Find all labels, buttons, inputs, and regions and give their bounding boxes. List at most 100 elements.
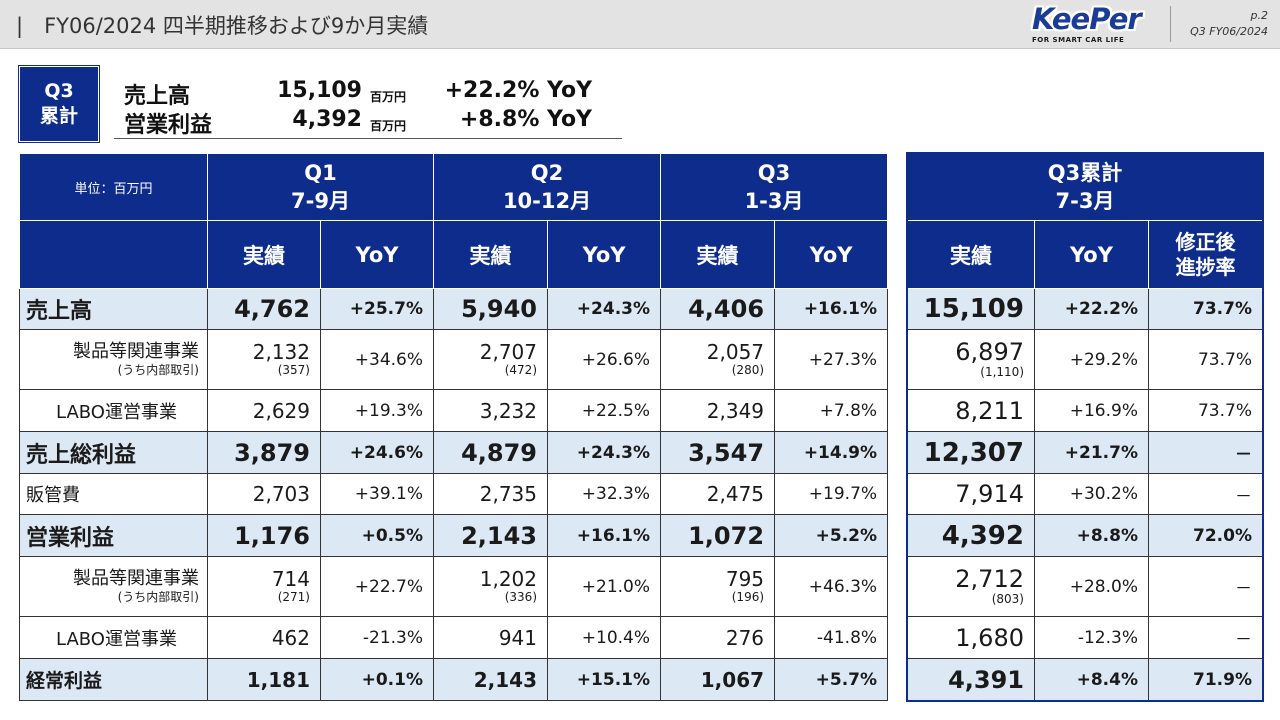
- cell-yoy: +24.6%: [319, 431, 435, 474]
- row-operating-profit: 営業利益 1,176 +0.5% 2,143 +16.1% 1,072 +5.2…: [19, 514, 889, 557]
- cell-yoy: +29.2%: [1034, 329, 1149, 390]
- row-label: 売上総利益: [19, 431, 208, 474]
- cell-yoy: +39.1%: [319, 473, 435, 515]
- blank-header: [19, 220, 208, 289]
- cell-yoy: +34.6%: [319, 329, 435, 390]
- cell-yoy: +19.7%: [774, 473, 889, 515]
- row-labo-op: 1,680 -12.3% －: [907, 616, 1263, 659]
- col-actual: 実績: [907, 220, 1035, 289]
- cell-value: 3,547: [660, 431, 776, 474]
- cell-yoy: +8.8%: [1034, 514, 1149, 557]
- cell-yoy: +16.1%: [547, 514, 662, 557]
- row-products-op: 製品等関連事業 (うち内部取引) 714 (271) +22.7% 1,202 (33…: [19, 556, 889, 617]
- cell-value: 4,762: [207, 288, 321, 330]
- row-sales: 売上高 4,762 +25.7% 5,940 +24.3% 4,406 +16.…: [19, 288, 889, 330]
- cell-value: 3,879: [207, 431, 321, 474]
- slide-title: | FY06/2024 四半期推移および9か月実績: [16, 14, 429, 38]
- cell-yoy: +30.2%: [1034, 473, 1149, 515]
- cell-value: 2,707 (472): [433, 329, 549, 390]
- cell-progress: －: [1148, 431, 1263, 474]
- cell-yoy: -12.3%: [1034, 616, 1149, 659]
- cell-value: 1,072: [660, 514, 776, 557]
- summary-value: 4,392: [292, 107, 362, 132]
- cell-value: 12,307: [907, 431, 1035, 474]
- logo-wordmark: KeePer: [1032, 2, 1142, 36]
- cell-value: 941: [433, 616, 549, 659]
- cell-value: 1,202 (336): [433, 556, 549, 617]
- row-gross-profit: 売上総利益 3,879 +24.6% 4,879 +24.3% 3,547 +1…: [19, 431, 889, 474]
- row-operating-profit: 4,392 +8.8% 72.0%: [907, 514, 1263, 557]
- cell-value: 4,406: [660, 288, 776, 330]
- cell-value: 2,143: [433, 514, 549, 557]
- period-header-q2: Q2 10-12月: [433, 153, 662, 221]
- cell-value: 1,176: [207, 514, 321, 557]
- cell-yoy: -41.8%: [774, 616, 889, 659]
- summary-yoy: +8.8% YoY: [459, 107, 592, 132]
- row-label: 売上高: [19, 288, 208, 330]
- cell-yoy: +19.3%: [319, 389, 435, 432]
- cell-value: 2,132 (357): [207, 329, 321, 390]
- summary-value: 15,109: [277, 78, 362, 103]
- cell-value: 7,914: [907, 473, 1035, 515]
- summary-unit: 百万円: [370, 90, 407, 104]
- row-label: 営業利益: [19, 514, 208, 557]
- row-label: 販管費: [19, 473, 208, 515]
- cell-yoy: +7.8%: [774, 389, 889, 432]
- cell-value: 2,349: [660, 389, 776, 432]
- cell-value: 4,392: [907, 514, 1035, 557]
- summary-label: 営業利益: [124, 113, 213, 138]
- cumulative-header: Q3累計 7-3月: [907, 153, 1263, 221]
- row-sga: 7,914 +30.2% －: [907, 473, 1263, 515]
- cell-value: 2,475: [660, 473, 776, 515]
- cell-value: 5,940: [433, 288, 549, 330]
- cell-value: 2,703: [207, 473, 321, 515]
- row-label: 製品等関連事業 (うち内部取引): [19, 556, 208, 617]
- cell-progress: 71.9%: [1148, 658, 1263, 701]
- cell-value: 2,712 (803): [907, 556, 1035, 617]
- row-products-sales: 製品等関連事業 (うち内部取引) 2,132 (357) +34.6% 2,707(…: [19, 329, 889, 390]
- cell-value: 714 (271): [207, 556, 321, 617]
- cell-yoy: +16.1%: [774, 288, 889, 330]
- col-progress: 修正後 進捗率: [1148, 220, 1263, 289]
- row-products-op: 2,712 (803) +28.0% －: [907, 556, 1263, 617]
- cell-yoy: +14.9%: [774, 431, 889, 474]
- cell-yoy: +21.7%: [1034, 431, 1149, 474]
- row-gross-profit: 12,307 +21.7% －: [907, 431, 1263, 474]
- cell-yoy: +0.1%: [319, 658, 435, 701]
- cell-value: 1,680: [907, 616, 1035, 659]
- logo-tagline: FOR SMART CAR LIFE: [1032, 36, 1125, 44]
- row-labo-op: LABO運営事業 462 -21.3% 941 +10.4% 276 -41.8…: [19, 616, 889, 659]
- cell-value: 2,629: [207, 389, 321, 432]
- period-header-q3: Q3 1-3月: [660, 153, 889, 221]
- col-yoy: YoY: [1034, 220, 1149, 289]
- slide-header: | FY06/2024 四半期推移および9か月実績 KeePer FOR SMA…: [0, 0, 1280, 49]
- row-label: LABO運営事業: [19, 616, 208, 659]
- cell-yoy: +22.2%: [1034, 288, 1149, 330]
- summary-row-operating-profit: 営業利益 4,392 百万円 +8.8% YoY: [114, 107, 622, 138]
- row-label: 経常利益: [19, 658, 208, 701]
- cell-value: 4,879: [433, 431, 549, 474]
- cell-yoy: +28.0%: [1034, 556, 1149, 617]
- cell-yoy: +24.3%: [547, 288, 662, 330]
- q3-cumulative-badge: Q3 累計: [19, 66, 99, 142]
- cell-value: 3,232: [433, 389, 549, 432]
- row-ordinary-profit: 経常利益 1,181 +0.1% 2,143 +15.1% 1,067 +5.7…: [19, 658, 889, 701]
- row-sales: 15,109 +22.2% 73.7%: [907, 288, 1263, 330]
- cell-value: 2,735: [433, 473, 549, 515]
- cell-yoy: +26.6%: [547, 329, 662, 390]
- cell-value: 15,109: [907, 288, 1035, 330]
- cell-yoy: +22.7%: [319, 556, 435, 617]
- col-yoy: YoY: [547, 220, 662, 289]
- cell-progress: －: [1148, 616, 1263, 659]
- cell-progress: －: [1148, 473, 1263, 515]
- page-info: p.2 Q3 FY06/2024: [1190, 8, 1268, 40]
- summary-yoy: +22.2% YoY: [444, 78, 592, 103]
- cell-progress: 73.7%: [1148, 288, 1263, 330]
- cell-value: 462: [207, 616, 321, 659]
- cell-yoy: +25.7%: [319, 288, 435, 330]
- cell-yoy: +21.0%: [547, 556, 662, 617]
- row-labo-sales: LABO運営事業 2,629 +19.3% 3,232 +22.5% 2,349…: [19, 389, 889, 432]
- summary-box: 売上高 15,109 百万円 +22.2% YoY 営業利益 4,392 百万円…: [114, 76, 622, 139]
- unit-label: 単位：百万円: [19, 153, 208, 221]
- cell-yoy: +5.2%: [774, 514, 889, 557]
